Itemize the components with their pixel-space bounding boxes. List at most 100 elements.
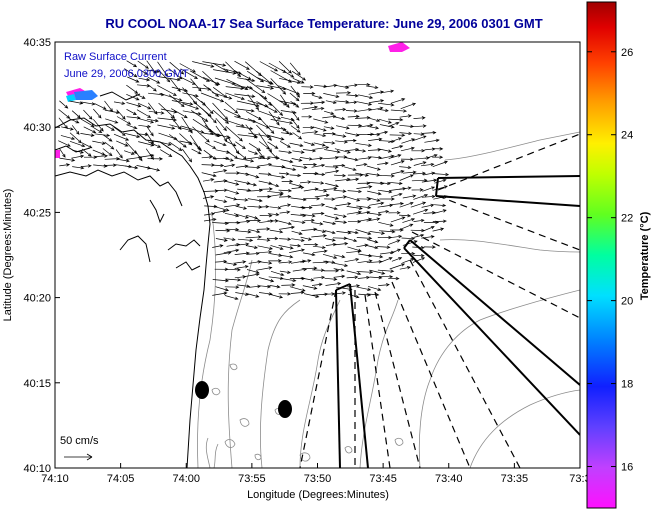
current-vector xyxy=(410,201,427,208)
current-vector xyxy=(378,229,396,234)
current-vector xyxy=(391,257,403,262)
current-vector xyxy=(413,132,425,136)
current-vector xyxy=(410,228,425,233)
current-vector xyxy=(377,161,389,166)
current-vector xyxy=(366,217,381,222)
current-vector xyxy=(379,181,391,186)
current-vector xyxy=(379,124,395,129)
current-vector xyxy=(116,158,130,163)
current-vector xyxy=(291,230,303,235)
current-vector xyxy=(138,124,152,129)
current-vector xyxy=(300,277,315,282)
current-vector xyxy=(379,197,395,201)
current-vector xyxy=(215,286,229,292)
current-vector xyxy=(223,180,240,186)
current-vector xyxy=(401,251,416,256)
current-vector xyxy=(267,212,280,217)
current-vector xyxy=(324,238,336,242)
current-vector xyxy=(333,274,346,279)
current-vector xyxy=(291,238,305,242)
current-vector xyxy=(412,245,425,250)
current-vector xyxy=(226,150,239,159)
current-vector xyxy=(137,60,149,69)
current-vector xyxy=(203,217,217,222)
current-vector xyxy=(138,141,155,147)
current-vector xyxy=(245,272,260,277)
current-vector xyxy=(355,172,370,177)
current-vector xyxy=(369,106,384,111)
current-vector xyxy=(256,70,273,85)
current-vector xyxy=(423,245,436,249)
current-vector xyxy=(257,110,282,120)
current-vector xyxy=(59,163,71,167)
y-tick-label: 40:30 xyxy=(23,122,51,134)
sst-patch xyxy=(55,150,60,158)
current-vector xyxy=(213,206,230,212)
current-vector xyxy=(270,174,286,179)
current-vector xyxy=(246,155,264,160)
current-vector xyxy=(234,230,252,234)
current-vector xyxy=(344,237,358,243)
current-vector xyxy=(311,234,328,238)
current-vector xyxy=(268,125,287,131)
current-vector xyxy=(367,126,380,130)
current-vector xyxy=(313,142,326,147)
current-vector xyxy=(171,100,194,106)
current-vector xyxy=(358,123,374,128)
current-vector xyxy=(377,203,394,208)
current-vector xyxy=(280,116,295,122)
current-vector xyxy=(366,292,380,297)
current-vector xyxy=(113,126,126,136)
current-vector xyxy=(145,148,154,160)
current-vector xyxy=(278,292,292,296)
current-vector xyxy=(278,188,293,193)
colorbar-ticks: 26 24 22 20 18 16 xyxy=(587,47,633,474)
current-vector xyxy=(235,242,250,246)
current-vector xyxy=(234,93,256,98)
y-axis-ticks: 40:35 40:30 40:25 40:20 40:15 40:10 xyxy=(23,37,60,475)
current-vector xyxy=(191,148,202,155)
current-vector xyxy=(289,173,302,178)
current-vector xyxy=(168,134,187,148)
current-vector xyxy=(146,125,154,137)
current-vector xyxy=(267,193,284,198)
current-vector xyxy=(147,69,160,74)
current-vector xyxy=(380,257,393,263)
current-vector xyxy=(412,208,429,215)
current-vector xyxy=(411,188,424,192)
current-vector xyxy=(235,141,246,150)
current-vector xyxy=(432,227,445,232)
x-tick-label: 74:05 xyxy=(107,473,135,485)
current-vector xyxy=(300,205,313,210)
current-vector xyxy=(223,237,236,242)
current-vector xyxy=(147,141,162,148)
current-vector xyxy=(422,186,436,192)
current-vector xyxy=(125,165,139,170)
current-vector xyxy=(289,142,304,148)
current-vector xyxy=(368,181,385,186)
transect-lines xyxy=(299,133,580,468)
current-vector xyxy=(345,177,360,182)
current-vector xyxy=(324,110,335,115)
current-vector xyxy=(127,76,140,83)
current-vector xyxy=(80,133,95,137)
current-vector xyxy=(346,196,361,202)
overlay-label-current: Raw Surface Current xyxy=(64,51,167,63)
current-vector xyxy=(266,134,285,141)
current-vector xyxy=(291,205,306,210)
current-vector xyxy=(147,76,161,84)
current-vector xyxy=(236,108,255,113)
current-vector xyxy=(378,283,390,287)
current-vector xyxy=(179,63,196,73)
current-vector xyxy=(224,268,241,272)
current-vector xyxy=(311,222,324,226)
current-vector xyxy=(248,229,261,234)
current-vector xyxy=(334,100,350,104)
current-vector xyxy=(366,173,381,177)
current-vector xyxy=(369,99,385,103)
current-vector xyxy=(256,77,274,85)
current-vector xyxy=(292,150,305,154)
current-vector xyxy=(270,78,287,95)
current-vector xyxy=(136,165,152,170)
current-vector xyxy=(269,229,284,234)
